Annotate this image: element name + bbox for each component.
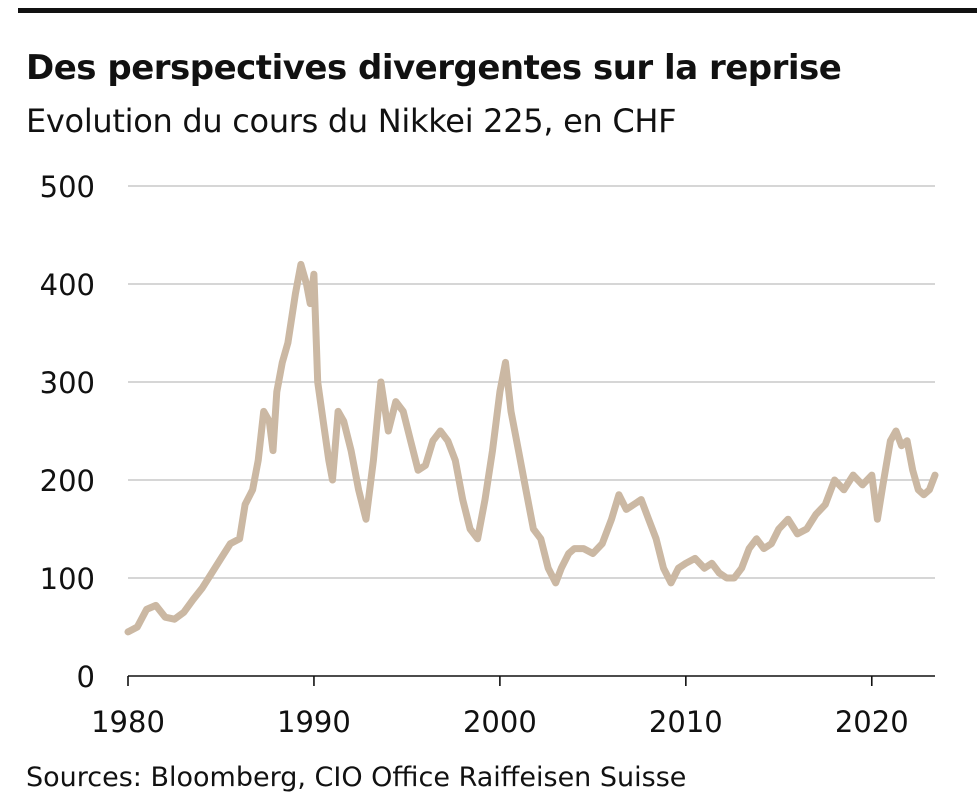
- chart-subtitle: Evolution du cours du Nikkei 225, en CHF: [26, 102, 677, 140]
- grid-lines: [128, 185, 935, 579]
- y-tick-label: 500: [40, 170, 95, 204]
- y-tick-label: 0: [77, 660, 95, 694]
- source-note: Sources: Bloomberg, CIO Office Raiffeise…: [26, 762, 687, 793]
- top-rule: [18, 8, 977, 13]
- y-tick-label: 300: [40, 366, 95, 400]
- chart-title: Des perspectives divergentes sur la repr…: [26, 48, 842, 88]
- x-tick-label: 2010: [649, 705, 723, 739]
- y-axis-labels: 0 100 200 300 400 500: [40, 170, 95, 694]
- x-tick-label: 2000: [463, 705, 537, 739]
- series-group: [124, 260, 939, 636]
- x-tick-label: 1990: [277, 705, 351, 739]
- series-line: [124, 260, 939, 636]
- x-axis: 1980 1990 2000 2010 2020: [91, 675, 935, 739]
- x-tick-label: 1980: [91, 705, 165, 739]
- y-tick-label: 100: [40, 562, 95, 596]
- x-tick-label: 2020: [835, 705, 909, 739]
- y-tick-label: 400: [40, 268, 95, 302]
- y-tick-label: 200: [40, 464, 95, 498]
